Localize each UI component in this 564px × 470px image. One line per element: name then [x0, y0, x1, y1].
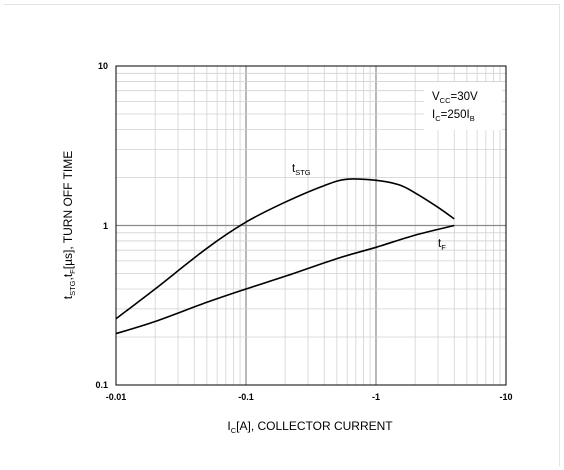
y-tick-label: 0.1 [95, 380, 108, 390]
x-tick-label: -0.01 [106, 392, 127, 402]
y-axis-label: tSTG,tF[µs], TURN OFF TIME [61, 151, 77, 300]
y-tick-label: 10 [98, 61, 108, 71]
annotation-vcc: VCC=30V [432, 91, 478, 105]
series-label-tstg: tSTG [292, 163, 311, 177]
page-frame [4, 4, 560, 466]
series-label-tf: tF [438, 238, 446, 252]
annotation-ic: IC=250IB [432, 109, 475, 123]
annotation-box [424, 82, 502, 130]
series-layer [115, 178, 455, 335]
x-tick-label: -1 [372, 392, 380, 402]
series-tstg-line [115, 178, 455, 320]
x-axis-label: IC[A], COLLECTOR CURRENT [227, 419, 393, 435]
x-tick-label: -0.1 [238, 392, 254, 402]
y-tick-label: 1 [103, 221, 108, 231]
series-tf-line [115, 224, 455, 335]
plot-frame [115, 65, 507, 386]
x-tick-label: -10 [499, 392, 512, 402]
